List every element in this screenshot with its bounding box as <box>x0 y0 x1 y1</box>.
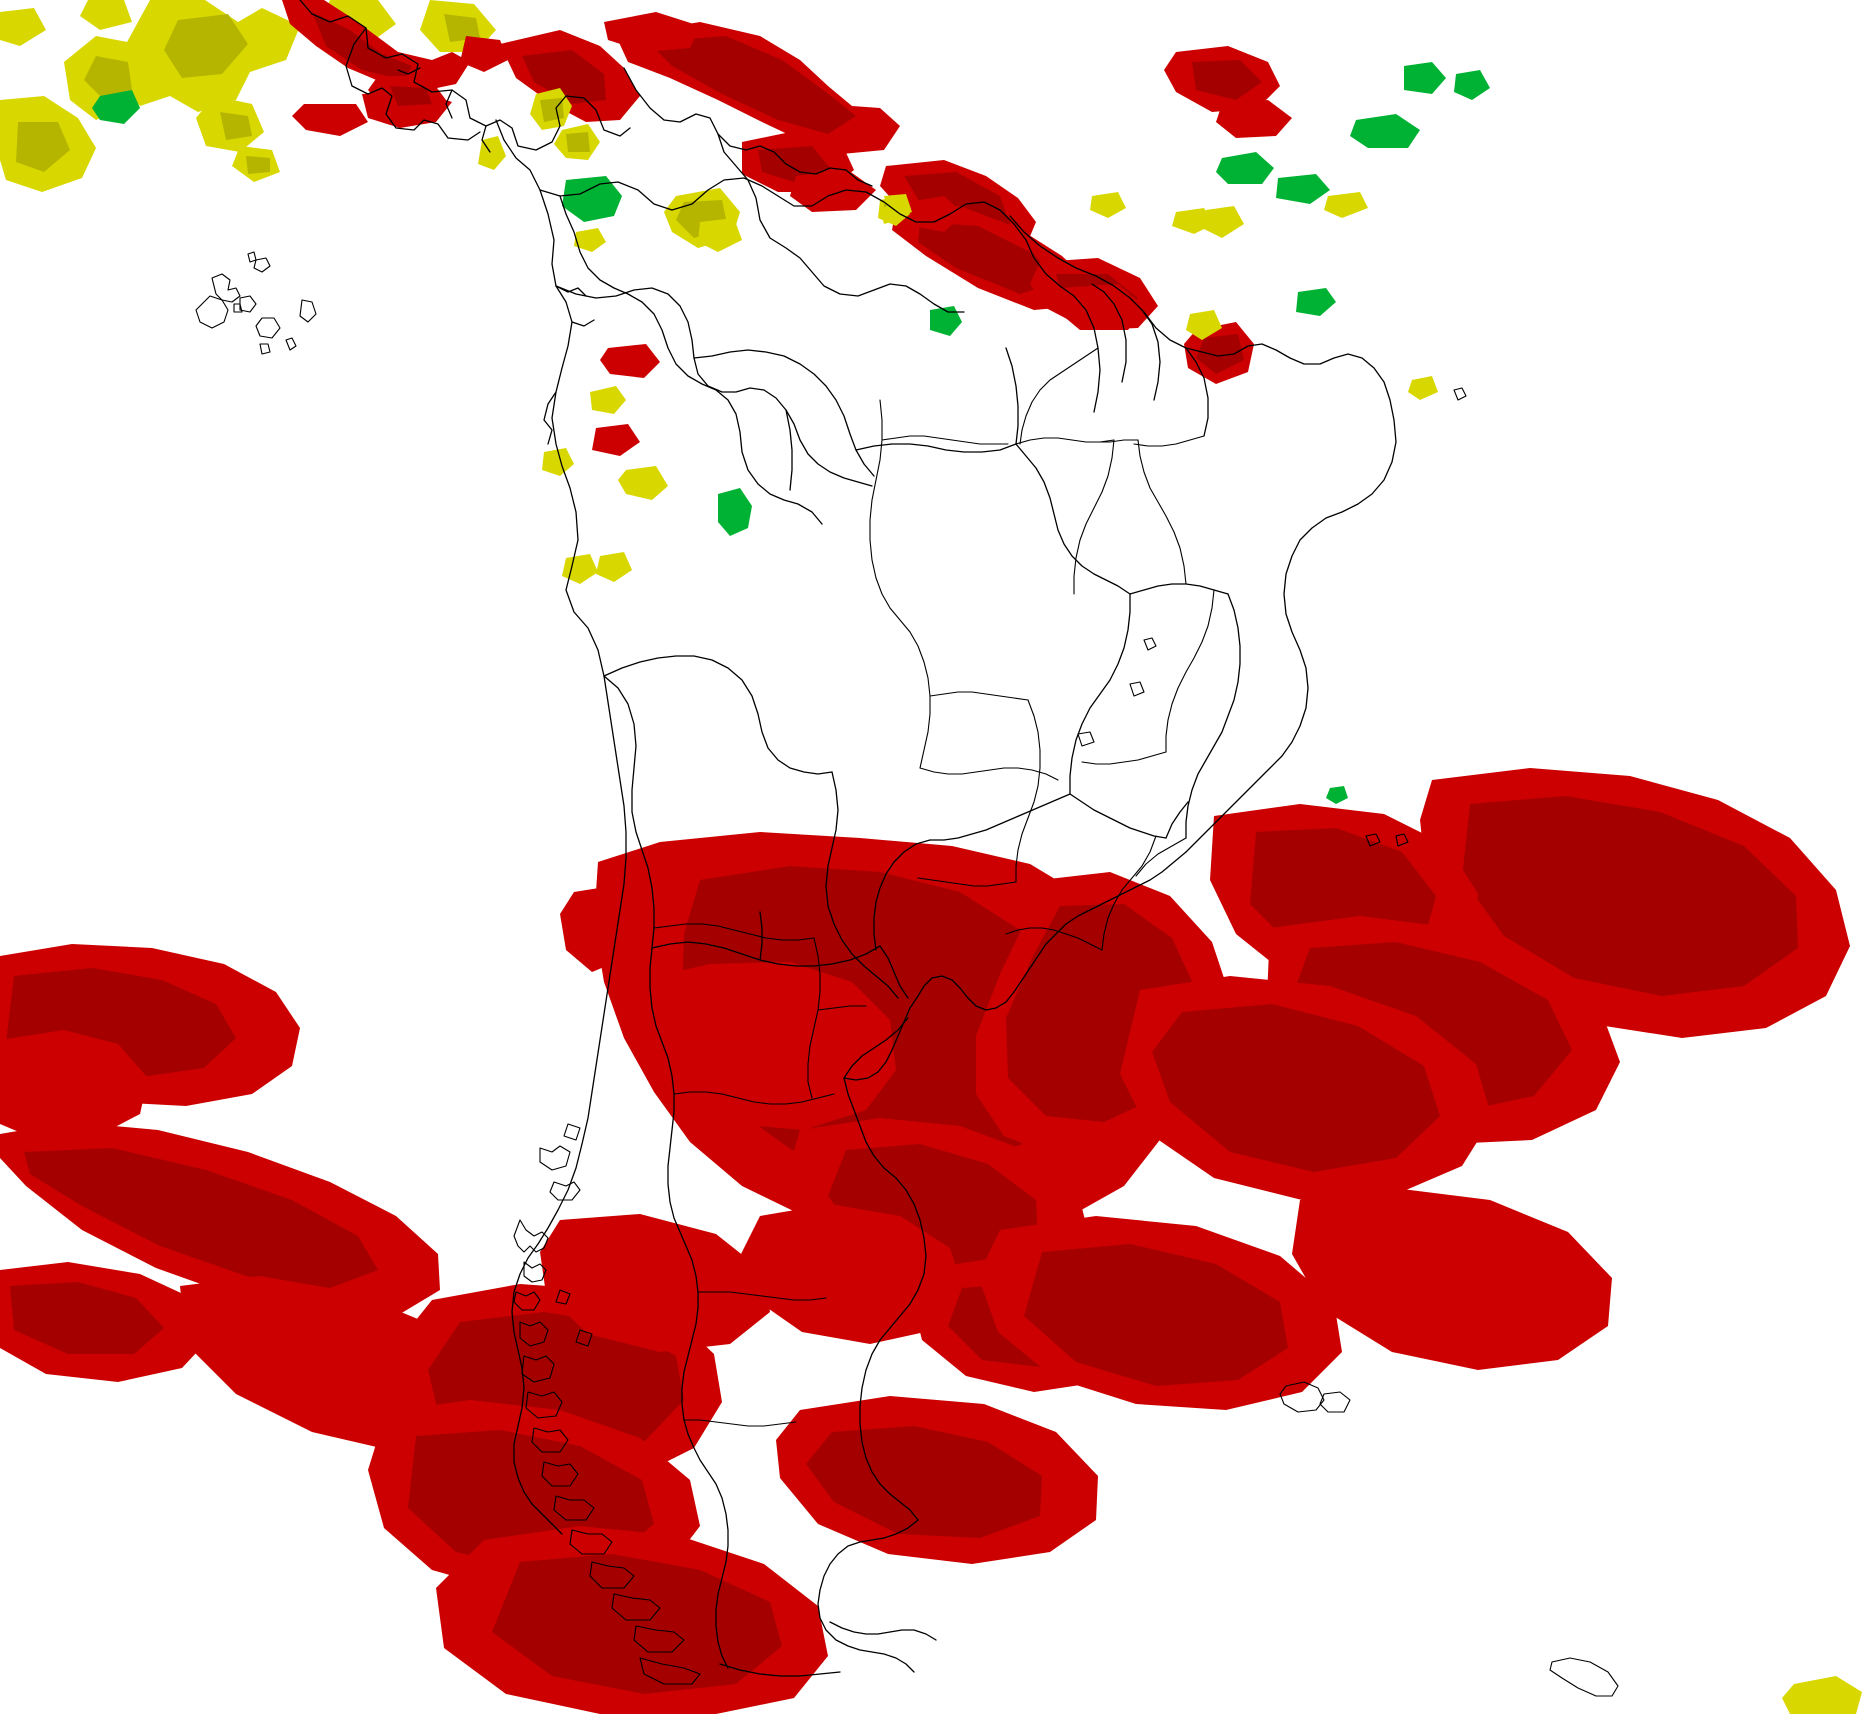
overlay-group-red-south-atlantic <box>978 768 1850 1410</box>
overlay-group-yellow-bottom-right <box>1782 1676 1862 1714</box>
overlay-group-green <box>92 62 1490 804</box>
overlay-group-red-northern-sa <box>500 12 1292 330</box>
coastline-and-borders-layer <box>196 0 1618 1696</box>
overlay-group-yellow-interior <box>478 88 1438 584</box>
overlay-group-red-central-america <box>282 0 508 136</box>
overlay-group-red-south-pacific <box>0 944 502 1452</box>
